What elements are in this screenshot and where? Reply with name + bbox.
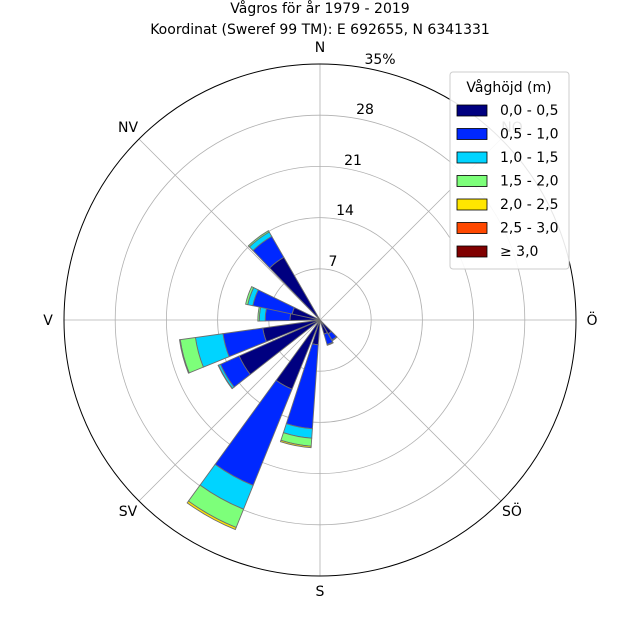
chart-title: Vågros för år 1979 - 2019: [230, 0, 409, 17]
rose-bars: [178, 230, 338, 531]
radial-tick-label-5: 35%: [364, 52, 395, 68]
legend-swatch-3: [456, 151, 488, 164]
grid-spoke-8: [138, 138, 321, 321]
legend-swatch-6: [456, 222, 488, 234]
legend-box: [449, 71, 570, 270]
radial-tick-labels: 7 14 21 28 35%: [329, 52, 396, 270]
radial-tick-label-2: 14: [336, 203, 354, 219]
legend-swatch-4: [456, 175, 488, 187]
bar-segment-2-3: [326, 341, 334, 346]
bar-segment-3-5: [279, 439, 312, 449]
legend-swatch-5: [456, 198, 488, 211]
direction-label-SV: SV: [119, 504, 138, 520]
bar-segment-4-2: [214, 379, 293, 487]
bar-segment-9-4: [247, 230, 270, 248]
legend-label-5: 2,0 - 2,5: [500, 197, 558, 213]
legend-swatch-1: [456, 104, 488, 117]
legend-swatch-7: [456, 245, 488, 258]
legend-label-6: 2,5 - 3,0: [500, 221, 558, 237]
legend-label-4: 1,5 - 2,0: [500, 174, 558, 190]
radial-tick-label-4: 28: [356, 102, 374, 118]
bar-segment-6-5: [178, 339, 190, 374]
grid-spoke-4: [319, 319, 502, 502]
direction-label-S: S: [316, 584, 325, 600]
polar-grid: [63, 63, 577, 577]
radial-tick-label-1: 7: [329, 254, 338, 270]
direction-label-Ö: Ö: [586, 311, 597, 329]
bar-segment-5-4: [217, 364, 234, 390]
direction-label-NV: NV: [118, 120, 138, 136]
bar-segment-4-5: [186, 500, 237, 531]
direction-label-SÖ: SÖ: [502, 502, 522, 520]
grid-spoke-6: [138, 319, 321, 502]
direction-label-V: V: [43, 313, 53, 329]
bar-segment-8-4: [245, 286, 255, 306]
legend-label-2: 0,5 - 1,0: [500, 127, 558, 143]
legend-label-3: 1,0 - 1,5: [500, 150, 558, 166]
direction-label-N: N: [315, 40, 325, 56]
legend-swatch-2: [456, 128, 488, 140]
legend: Våghöjd (m) 0,0 - 0,5 0,5 - 1,0 1,0 - 1,5 1,…: [449, 71, 570, 270]
chart-subtitle: Koordinat (Sweref 99 TM): E 692655, N 63…: [150, 22, 490, 38]
legend-title: Våghöjd (m): [466, 79, 551, 96]
legend-label-1: 0,0 - 0,5: [500, 103, 558, 119]
outer-ring: [63, 63, 577, 577]
legend-label-7: ≥ 3,0: [500, 244, 538, 260]
radial-tick-label-3: 21: [344, 153, 362, 169]
